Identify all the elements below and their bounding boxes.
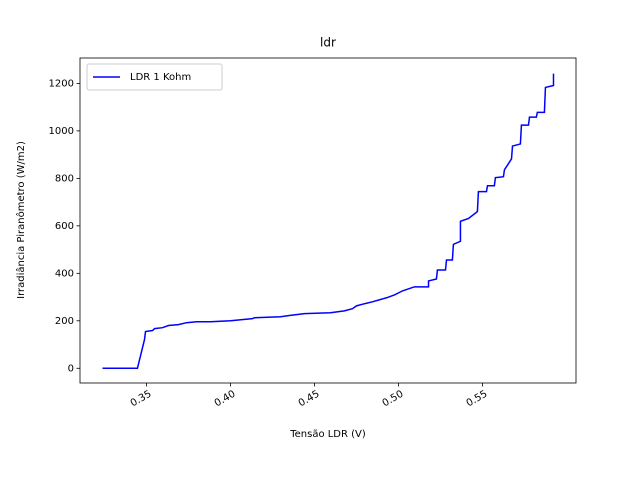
y-tick-label: 1200 <box>49 78 74 89</box>
y-tick-label: 800 <box>55 173 74 184</box>
plot-frame <box>79 57 577 384</box>
y-tick-label: 1000 <box>49 126 74 137</box>
chart-title: ldr <box>320 36 336 50</box>
y-tick-label: 400 <box>55 268 74 279</box>
data-line <box>102 73 555 370</box>
y-tick-label: 600 <box>55 221 74 232</box>
legend-label: LDR 1 Kohm <box>130 72 191 83</box>
x-axis-label: Tensão LDR (V) <box>289 429 366 440</box>
legend-box <box>86 63 223 91</box>
y-tick-label: 200 <box>55 316 74 327</box>
y-axis-label: Irradiância Piranômetro (W/m2) <box>15 141 27 299</box>
y-tick-label: 0 <box>68 363 74 374</box>
